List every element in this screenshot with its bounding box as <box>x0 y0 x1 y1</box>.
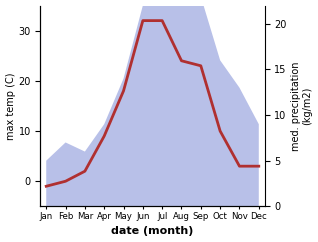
Y-axis label: med. precipitation
(kg/m2): med. precipitation (kg/m2) <box>291 61 313 151</box>
X-axis label: date (month): date (month) <box>111 227 194 236</box>
Y-axis label: max temp (C): max temp (C) <box>5 72 16 140</box>
